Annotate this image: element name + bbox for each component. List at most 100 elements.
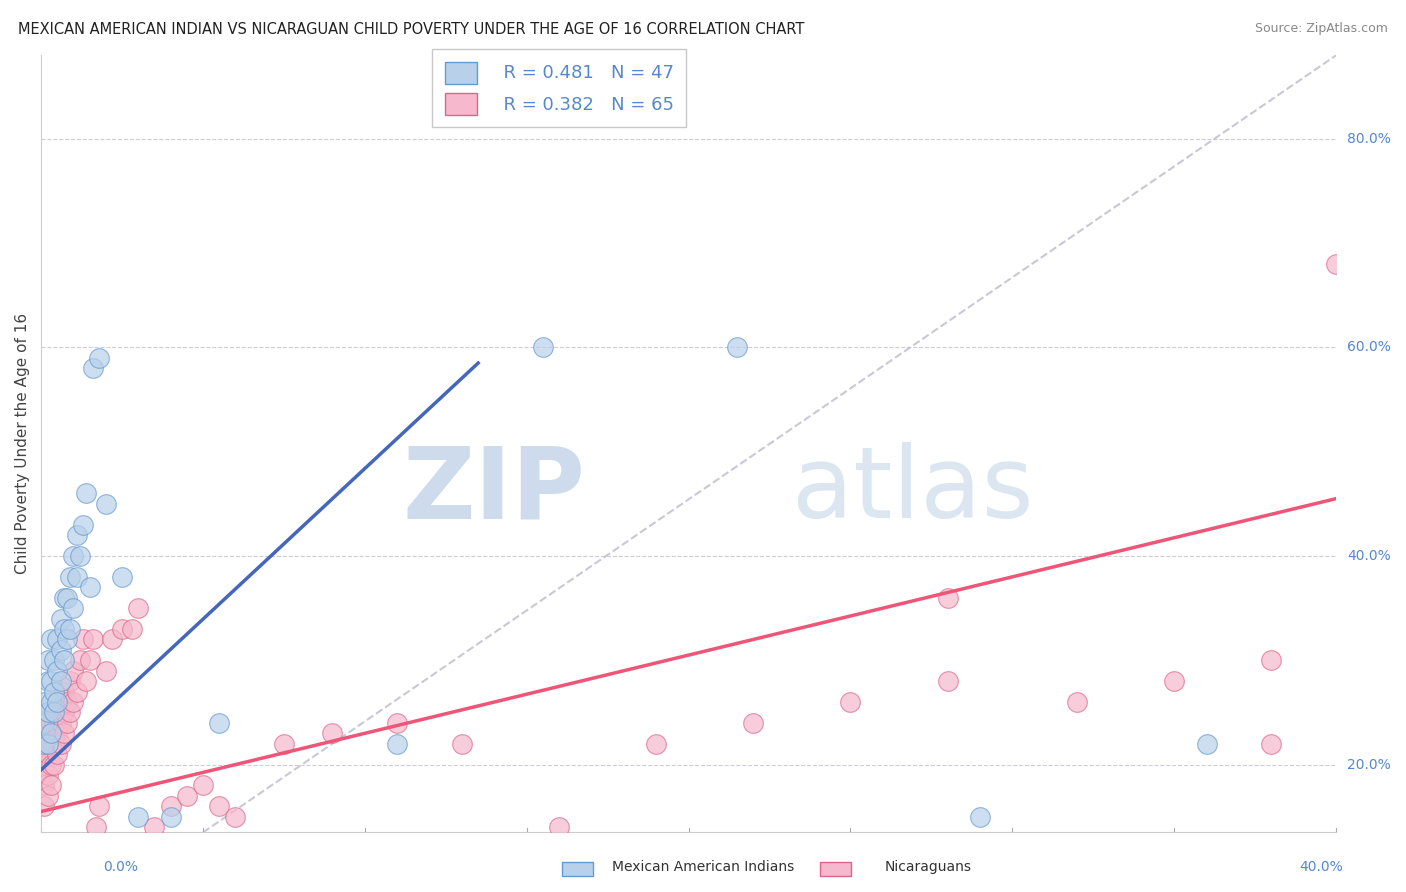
Point [52,706,75,720]
Point [39,632,62,647]
Text: 0.0%: 0.0% [103,860,138,874]
Point [1260,653,1282,667]
Point [531,340,554,354]
Point [37,768,59,782]
Text: Nicaraguans: Nicaraguans [884,860,972,874]
Point [75,674,97,689]
Point [39,674,62,689]
Text: MEXICAN AMERICAN INDIAN VS NICARAGUAN CHILD POVERTY UNDER THE AGE OF 16 CORRELAT: MEXICAN AMERICAN INDIAN VS NICARAGUAN CH… [18,22,804,37]
Point [839,695,862,709]
Text: 40.0%: 40.0% [1299,860,1343,874]
Point [101,632,124,647]
Point [42,706,65,720]
Text: ZIP: ZIP [402,442,585,539]
Point [111,622,134,636]
Text: 80.0%: 80.0% [1347,132,1391,145]
Point [52,684,75,698]
Point [66,684,89,698]
Point [191,779,214,793]
Point [37,737,59,751]
Point [111,570,134,584]
Point [56,695,79,709]
Point [34,737,56,751]
Legend:   R = 0.481   N = 47,   R = 0.382   N = 65: R = 0.481 N = 47, R = 0.382 N = 65 [432,49,686,128]
Point [969,810,991,824]
Point [176,789,198,803]
Point [42,715,65,730]
Point [79,580,101,594]
Point [121,622,143,636]
Point [79,653,101,667]
Point [46,632,69,647]
Point [39,757,62,772]
Point [1066,695,1088,709]
Point [159,810,181,824]
Point [82,632,104,647]
Text: 40.0%: 40.0% [1347,549,1391,563]
Point [66,570,89,584]
Point [387,715,409,730]
Point [46,706,69,720]
Point [49,695,72,709]
Point [34,757,56,772]
Point [62,549,84,563]
Point [52,653,75,667]
Point [46,695,69,709]
Point [52,622,75,636]
Point [34,695,56,709]
Point [37,747,59,761]
Point [62,664,84,678]
Point [46,726,69,740]
Point [1260,737,1282,751]
Point [59,570,82,584]
Point [37,653,59,667]
Point [387,737,409,751]
Point [49,643,72,657]
Point [39,715,62,730]
Point [34,779,56,793]
Point [159,799,181,814]
Point [72,632,94,647]
Point [62,601,84,615]
Point [37,706,59,720]
Point [42,737,65,751]
Point [75,486,97,500]
Point [37,726,59,740]
Point [56,591,79,605]
Point [59,674,82,689]
Point [39,737,62,751]
Point [56,632,79,647]
Point [34,715,56,730]
Point [46,664,69,678]
Point [39,779,62,793]
Point [59,706,82,720]
Point [62,695,84,709]
Point [127,601,149,615]
Point [69,549,91,563]
Point [1163,674,1185,689]
Text: atlas: atlas [792,442,1033,539]
Point [56,715,79,730]
Point [69,653,91,667]
Point [936,674,959,689]
Point [37,674,59,689]
Point [208,715,231,730]
Point [725,340,748,354]
Point [52,726,75,740]
Point [321,726,343,740]
Point [645,737,668,751]
Point [52,591,75,605]
Point [82,361,104,376]
Point [42,757,65,772]
Point [49,715,72,730]
Point [84,820,107,834]
Point [548,820,571,834]
Point [37,706,59,720]
Y-axis label: Child Poverty Under the Age of 16: Child Poverty Under the Age of 16 [15,313,30,574]
Point [273,737,295,751]
Point [34,799,56,814]
Text: 20.0%: 20.0% [1347,757,1391,772]
Point [49,611,72,625]
Point [143,820,166,834]
Point [49,674,72,689]
